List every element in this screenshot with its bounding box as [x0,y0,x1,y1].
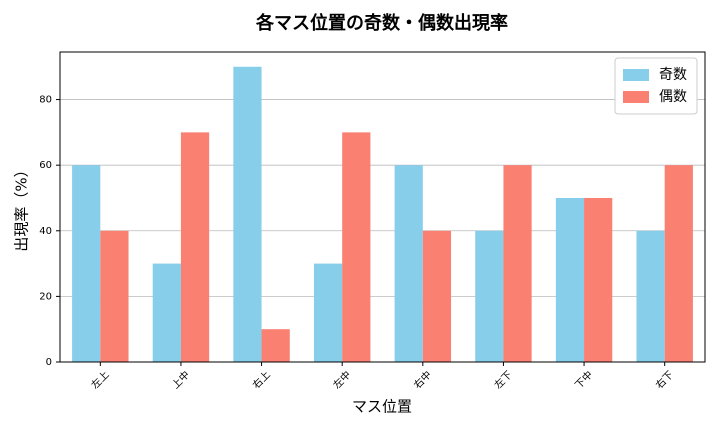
bar [636,230,665,362]
x-tick-label: 上中 [169,368,192,391]
bar [664,165,693,362]
x-tick-label: 右中 [411,368,434,391]
y-tick-label: 20 [39,291,52,302]
y-tick-label: 80 [39,95,52,106]
bar [475,230,504,362]
x-tick-label: 下中 [572,368,595,391]
bar [180,132,210,362]
y-tick-label: 40 [39,226,52,237]
bar [313,263,343,362]
y-tick-label: 0 [46,357,52,368]
legend-label: 偶数 [659,89,687,105]
bar [233,66,262,362]
legend-swatch [623,69,649,81]
y-axis-label: 出現率（%） [13,162,31,251]
bar [100,230,129,362]
bar [342,132,371,362]
plot-frame [59,51,706,363]
legend-swatch [623,91,649,103]
legend-label: 奇数 [659,66,687,83]
bar [394,165,423,362]
bar [555,197,585,362]
bar [584,197,613,362]
bar [503,165,532,362]
bar [152,263,181,362]
x-axis-label: マス位置 [352,398,412,416]
bar [72,165,101,362]
x-tick-label: 左上 [88,368,111,391]
chart-title: 各マス位置の奇数・偶数出現率 [255,12,508,34]
x-tick-label: 左下 [491,368,514,391]
x-tick-label: 右上 [250,368,273,391]
x-tick-label: 右下 [653,368,676,391]
y-tick-label: 60 [39,160,52,171]
x-tick-label: 左中 [330,368,353,391]
bar [261,329,290,362]
bar [422,230,452,362]
